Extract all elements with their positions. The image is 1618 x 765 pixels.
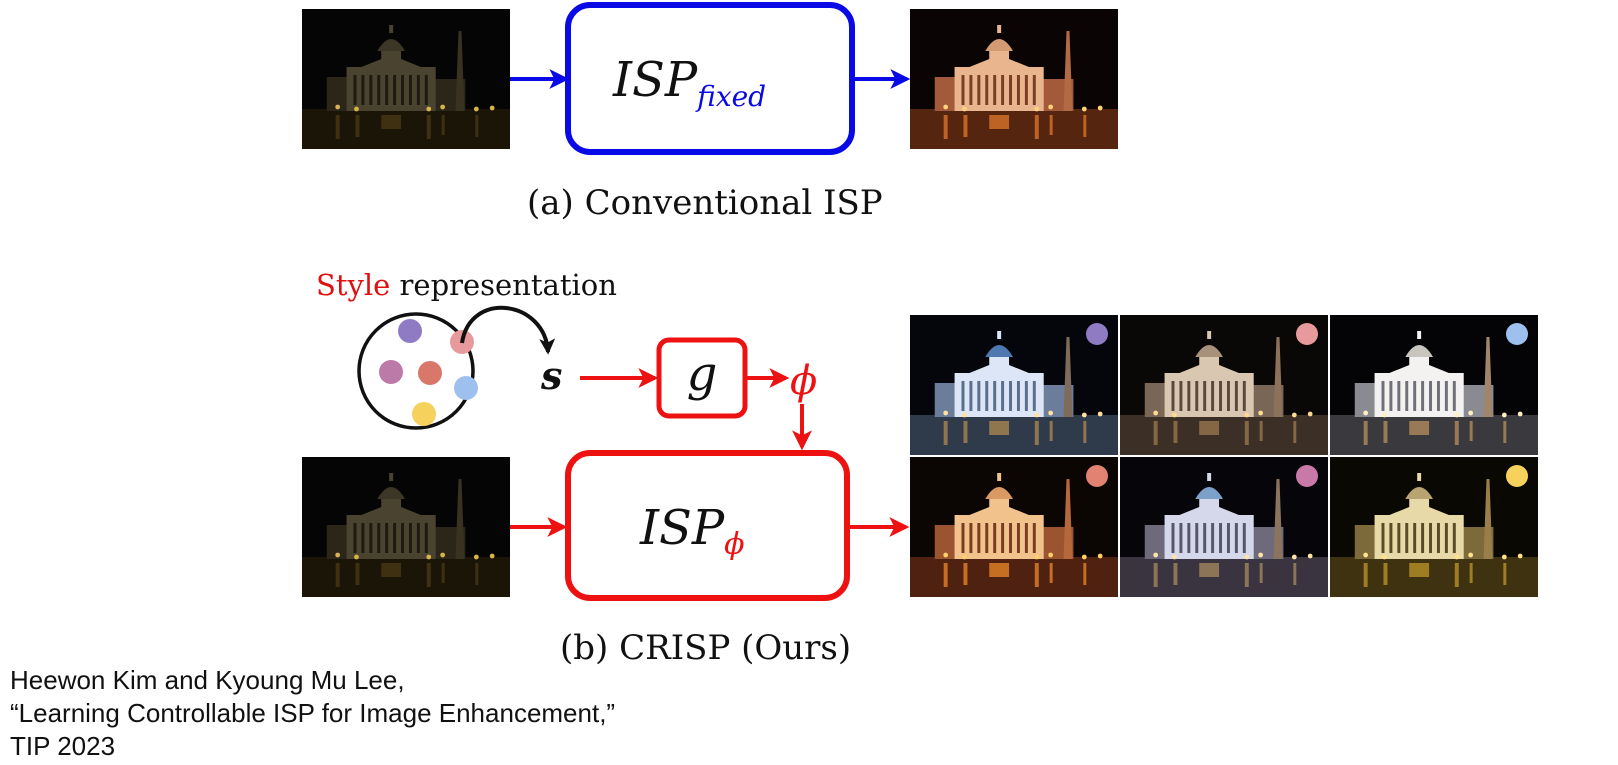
style-representation-label: Style representation (316, 268, 617, 302)
input-raw-image-a (302, 9, 510, 149)
caption-crisp-ours: (b) CRISP (Ours) (560, 628, 852, 668)
param-phi: ϕ (790, 358, 817, 404)
input-raw-image-b (302, 457, 510, 597)
isp-phi-label: ISPϕ (639, 500, 745, 562)
citation: Heewon Kim and Kyoung Mu Lee, “Learning … (10, 664, 615, 763)
style-dot (418, 361, 442, 385)
style-dots (379, 319, 478, 426)
crisp-section: s g ϕ ISPϕ (302, 305, 1538, 601)
style-dot (379, 360, 403, 384)
output-style-dot (1506, 323, 1528, 345)
output-style-dot (1086, 465, 1108, 487)
style-sample-arrow (460, 305, 556, 355)
style-space-circle (357, 312, 475, 430)
style-dot (454, 376, 478, 400)
output-style-dot (1506, 465, 1528, 487)
output-style-dot (1086, 323, 1108, 345)
style-vector-s: s (540, 353, 562, 398)
generator-g-label: g (687, 346, 718, 402)
citation-authors: Heewon Kim and Kyoung Mu Lee, (10, 665, 405, 695)
isp-fixed-block (565, 2, 855, 155)
style-dot (398, 319, 422, 343)
citation-venue: TIP 2023 (10, 731, 116, 761)
styled-output-grid (910, 315, 1538, 597)
output-style-dot (1296, 323, 1318, 345)
output-image-a (910, 9, 1118, 149)
caption-conventional-isp: (a) Conventional ISP (527, 183, 883, 223)
isp-fixed-label: ISPfixed (612, 52, 766, 113)
citation-title: “Learning Controllable ISP for Image Enh… (10, 698, 616, 728)
style-dot (412, 402, 436, 426)
output-style-dot (1296, 465, 1318, 487)
conventional-isp-section: ISPfixed (302, 2, 1118, 155)
